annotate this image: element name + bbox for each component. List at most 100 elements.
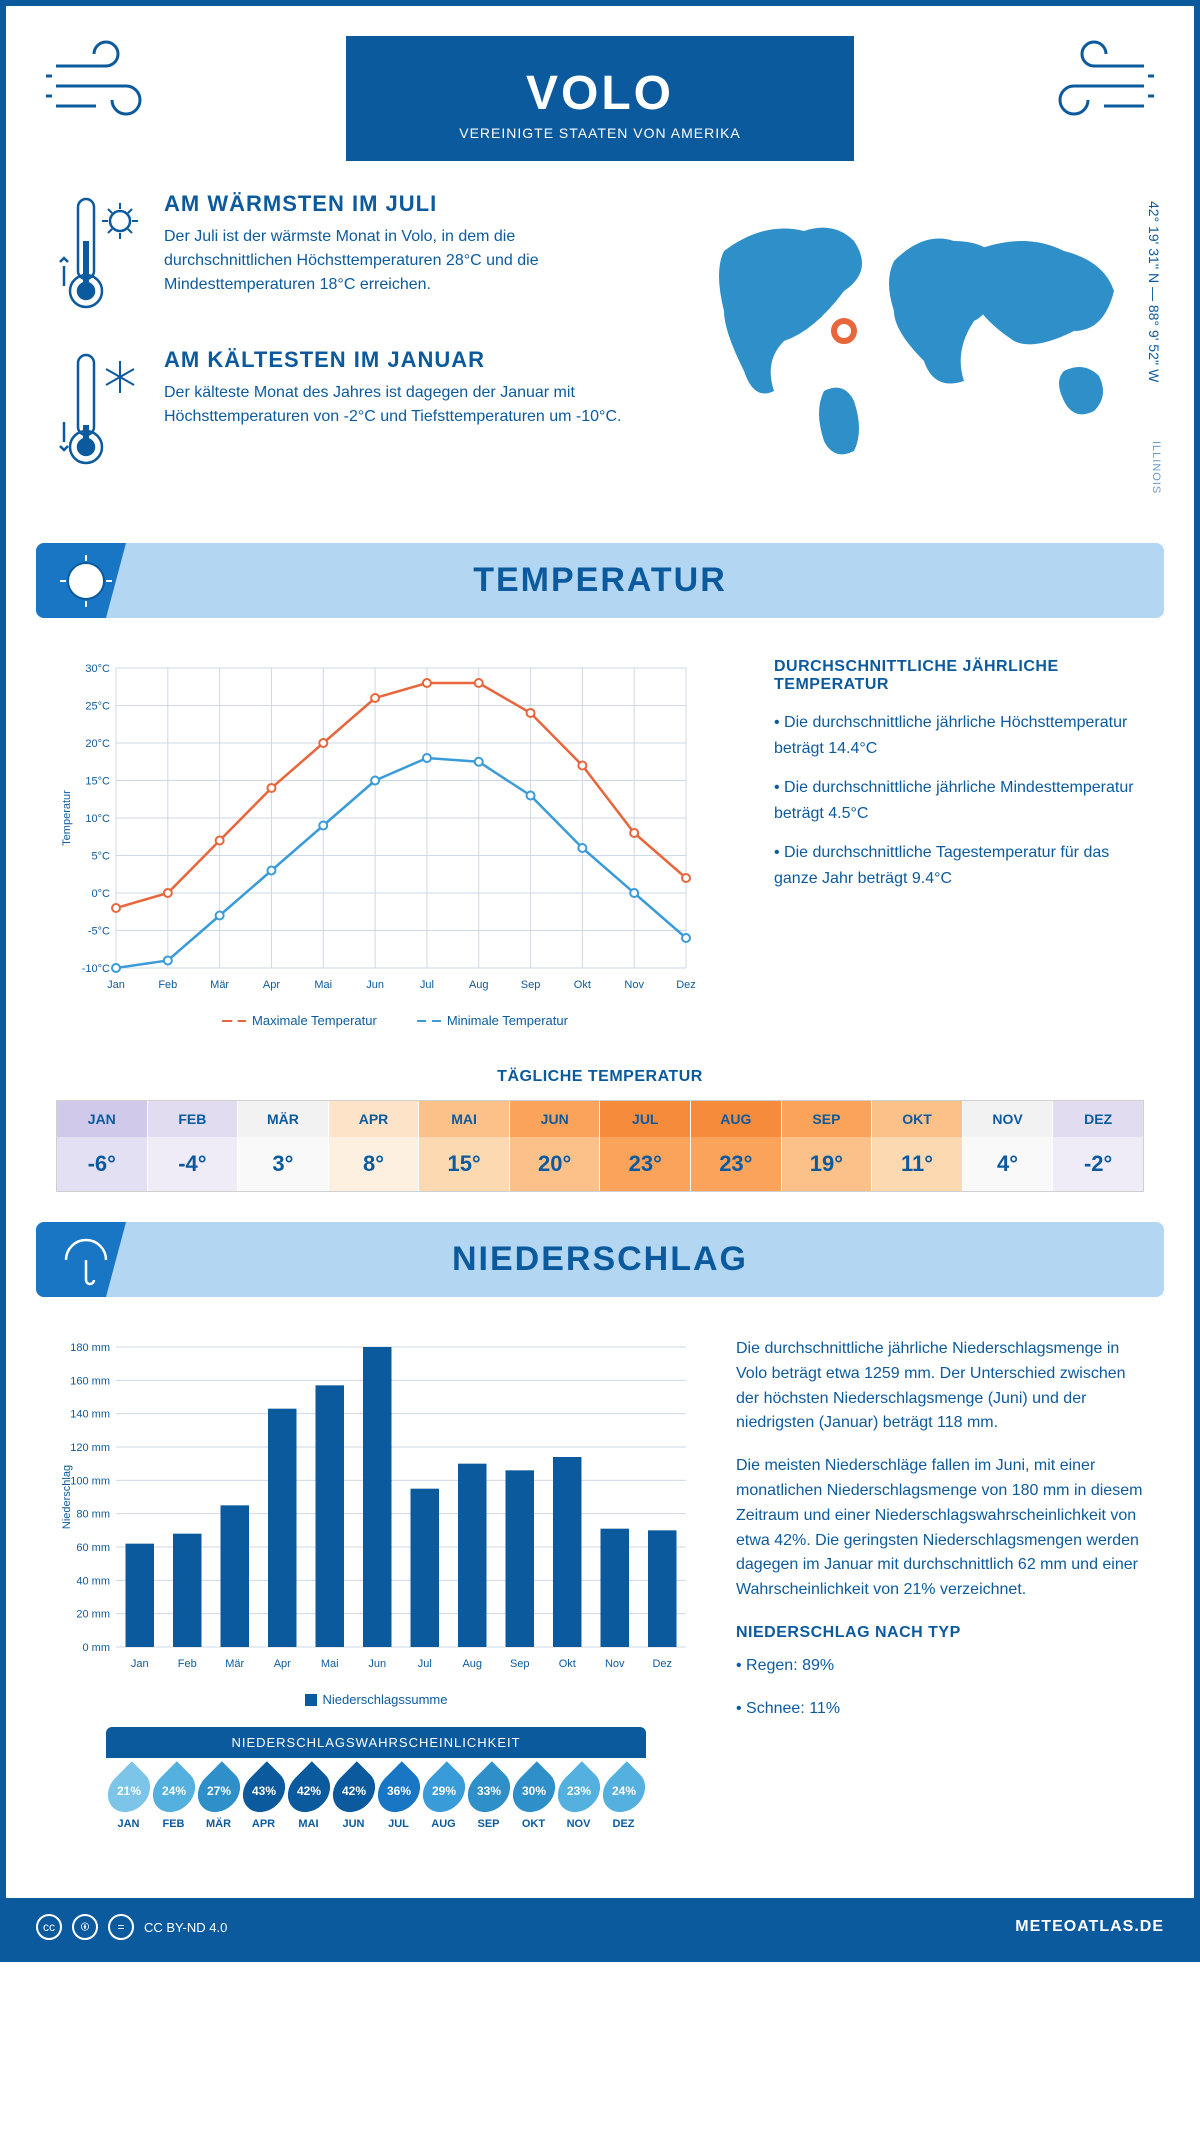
world-map: 42° 19' 31'' N — 88° 9' 52'' W ILLINOIS bbox=[664, 191, 1144, 503]
svg-text:Dez: Dez bbox=[676, 979, 696, 991]
svg-text:Jan: Jan bbox=[107, 979, 125, 991]
svg-text:100 mm: 100 mm bbox=[70, 1475, 110, 1487]
svg-text:Mär: Mär bbox=[210, 979, 229, 991]
location-marker bbox=[834, 321, 854, 341]
precip-text: Die durchschnittliche jährliche Niedersc… bbox=[736, 1337, 1144, 1868]
temperature-banner: TEMPERATUR bbox=[36, 543, 1164, 618]
svg-text:5°C: 5°C bbox=[92, 851, 111, 863]
precipitation-chart: 0 mm20 mm40 mm60 mm80 mm100 mm120 mm140 … bbox=[56, 1337, 696, 1707]
prob-cell: 30% OKT bbox=[511, 1758, 556, 1838]
precip-heading: NIEDERSCHLAG bbox=[36, 1240, 1164, 1279]
svg-text:Feb: Feb bbox=[158, 979, 177, 991]
svg-text:Jun: Jun bbox=[366, 979, 384, 991]
title-banner: VOLO VEREINIGTE STAATEN VON AMERIKA bbox=[346, 36, 854, 161]
svg-text:Jul: Jul bbox=[418, 1658, 432, 1670]
svg-text:Okt: Okt bbox=[559, 1658, 576, 1670]
svg-text:60 mm: 60 mm bbox=[76, 1542, 110, 1554]
svg-text:0°C: 0°C bbox=[92, 888, 111, 900]
sun-icon bbox=[56, 551, 116, 611]
month-cell: NOV 4° bbox=[963, 1101, 1054, 1191]
header-row: VOLO VEREINIGTE STAATEN VON AMERIKA bbox=[6, 6, 1194, 161]
precip-paragraph: Die durchschnittliche jährliche Niedersc… bbox=[736, 1337, 1144, 1436]
svg-text:Temperatur: Temperatur bbox=[61, 790, 73, 846]
legend-precip: Niederschlagssumme bbox=[323, 1692, 448, 1707]
svg-text:0 mm: 0 mm bbox=[83, 1642, 111, 1654]
temperature-heading: TEMPERATUR bbox=[36, 561, 1164, 600]
daily-temp-table: JAN -6° FEB -4° MÄR 3° APR 8° MAI 15° JU… bbox=[56, 1100, 1144, 1192]
svg-text:Apr: Apr bbox=[263, 979, 280, 991]
svg-text:-5°C: -5°C bbox=[88, 926, 110, 938]
month-cell: APR 8° bbox=[329, 1101, 420, 1191]
prob-cell: 36% JUL bbox=[376, 1758, 421, 1838]
coldest-title: AM KÄLTESTEN IM JANUAR bbox=[164, 347, 624, 373]
svg-text:Nov: Nov bbox=[624, 979, 644, 991]
temp-bullet: • Die durchschnittliche Tagestemperatur … bbox=[774, 840, 1144, 891]
svg-text:Apr: Apr bbox=[274, 1658, 291, 1670]
wind-icon-right bbox=[1034, 36, 1154, 126]
month-cell: OKT 11° bbox=[872, 1101, 963, 1191]
svg-text:Mai: Mai bbox=[321, 1658, 339, 1670]
prob-cell: 21% JAN bbox=[106, 1758, 151, 1838]
svg-text:10°C: 10°C bbox=[85, 813, 110, 825]
site-name: METEOATLAS.DE bbox=[1015, 1918, 1164, 1936]
svg-text:80 mm: 80 mm bbox=[76, 1509, 110, 1521]
month-cell: DEZ -2° bbox=[1053, 1101, 1143, 1191]
svg-text:Mär: Mär bbox=[225, 1658, 244, 1670]
month-cell: JUL 23° bbox=[600, 1101, 691, 1191]
svg-text:Aug: Aug bbox=[469, 979, 489, 991]
svg-text:25°C: 25°C bbox=[85, 701, 110, 713]
cc-icon: cc bbox=[36, 1914, 62, 1940]
legend-max: Maximale Temperatur bbox=[252, 1013, 377, 1028]
month-cell: MÄR 3° bbox=[238, 1101, 329, 1191]
precip-banner: NIEDERSCHLAG bbox=[36, 1222, 1164, 1297]
svg-text:Sep: Sep bbox=[521, 979, 541, 991]
intro-section: AM WÄRMSTEN IM JULI Der Juli ist der wär… bbox=[6, 161, 1194, 523]
thermometer-hot-icon bbox=[56, 191, 146, 321]
svg-text:-10°C: -10°C bbox=[82, 963, 110, 975]
svg-text:140 mm: 140 mm bbox=[70, 1409, 110, 1421]
svg-text:Dez: Dez bbox=[652, 1658, 672, 1670]
month-cell: FEB -4° bbox=[148, 1101, 239, 1191]
precip-legend: Niederschlagssumme bbox=[56, 1692, 696, 1707]
warmest-block: AM WÄRMSTEN IM JULI Der Juli ist der wär… bbox=[56, 191, 624, 321]
temperature-chart: -10°C -5°C 0°C 5°C 10°C 15°C 20°C 25°C 30°C Jan Fe… bbox=[56, 658, 734, 1028]
svg-text:Mai: Mai bbox=[314, 979, 332, 991]
month-cell: AUG 23° bbox=[691, 1101, 782, 1191]
prob-cell: 23% NOV bbox=[556, 1758, 601, 1838]
thermometer-cold-icon bbox=[56, 347, 146, 477]
svg-text:20°C: 20°C bbox=[85, 738, 110, 750]
prob-cell: 43% APR bbox=[241, 1758, 286, 1838]
svg-text:Nov: Nov bbox=[605, 1658, 625, 1670]
month-cell: JAN -6° bbox=[57, 1101, 148, 1191]
legend-min: Minimale Temperatur bbox=[447, 1013, 568, 1028]
nd-icon: = bbox=[108, 1914, 134, 1940]
daily-temp-title: TÄGLICHE TEMPERATUR bbox=[6, 1068, 1194, 1086]
prob-cell: 29% AUG bbox=[421, 1758, 466, 1838]
state-label: ILLINOIS bbox=[1150, 441, 1162, 494]
month-cell: JUN 20° bbox=[510, 1101, 601, 1191]
temp-annual-heading: DURCHSCHNITTLICHE JÄHRLICHE TEMPERATUR bbox=[774, 658, 1144, 694]
footer: cc 🅯 = CC BY-ND 4.0 METEOATLAS.DE bbox=[6, 1898, 1194, 1956]
svg-text:Okt: Okt bbox=[574, 979, 591, 991]
svg-text:15°C: 15°C bbox=[85, 776, 110, 788]
prob-cell: 24% FEB bbox=[151, 1758, 196, 1838]
svg-text:Niederschlag: Niederschlag bbox=[61, 1465, 73, 1529]
warmest-title: AM WÄRMSTEN IM JULI bbox=[164, 191, 624, 217]
prob-heading: NIEDERSCHLAGSWAHRSCHEINLICHKEIT bbox=[106, 1727, 646, 1758]
prob-cell: 42% JUN bbox=[331, 1758, 376, 1838]
precip-probability-box: NIEDERSCHLAGSWAHRSCHEINLICHKEIT 21% JAN … bbox=[106, 1727, 646, 1838]
svg-text:180 mm: 180 mm bbox=[70, 1342, 110, 1354]
svg-text:Aug: Aug bbox=[462, 1658, 482, 1670]
infographic-container: VOLO VEREINIGTE STAATEN VON AMERIKA AM W… bbox=[0, 0, 1200, 1962]
svg-text:30°C: 30°C bbox=[85, 663, 110, 675]
by-icon: 🅯 bbox=[72, 1914, 98, 1940]
coldest-text: Der kälteste Monat des Jahres ist dagege… bbox=[164, 381, 624, 429]
coordinates: 42° 19' 31'' N — 88° 9' 52'' W bbox=[1146, 201, 1162, 382]
precip-paragraph: Die meisten Niederschläge fallen im Juni… bbox=[736, 1454, 1144, 1603]
temp-bullet: • Die durchschnittliche jährliche Höchst… bbox=[774, 710, 1144, 761]
precip-type-heading: NIEDERSCHLAG NACH TYP bbox=[736, 1621, 1144, 1646]
prob-cell: 42% MAI bbox=[286, 1758, 331, 1838]
svg-text:160 mm: 160 mm bbox=[70, 1375, 110, 1387]
page-subtitle: VEREINIGTE STAATEN VON AMERIKA bbox=[346, 125, 854, 141]
prob-cell: 24% DEZ bbox=[601, 1758, 646, 1838]
